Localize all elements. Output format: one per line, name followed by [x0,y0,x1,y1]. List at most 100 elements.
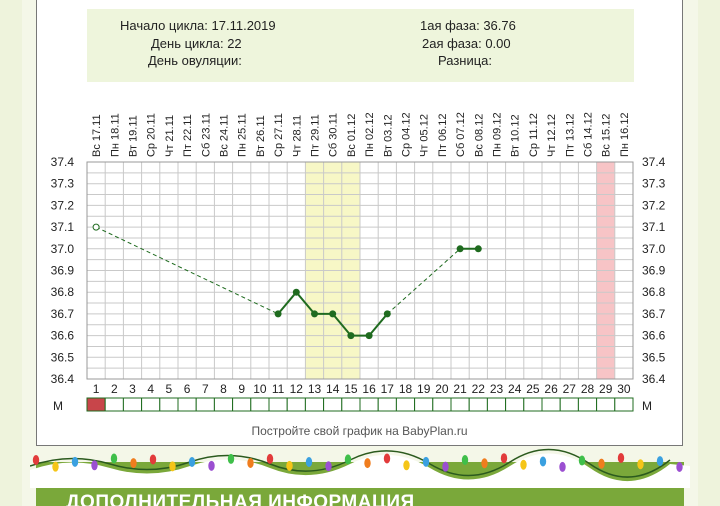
day-number-label: 30 [617,382,631,396]
y-tick-label-right: 37.2 [642,198,666,212]
date-label: Чт 12.12 [546,114,558,157]
garland-bulb [32,455,40,465]
y-tick-label-left: 37.4 [51,155,75,169]
garland-bulb [325,461,332,472]
garland-decoration [30,448,690,488]
plot-border [86,161,634,380]
y-tick-label-left: 37.1 [51,220,75,234]
garland-bulb [422,456,430,467]
garland-bulb [500,453,508,464]
y-tick-label-right: 37.4 [642,155,666,169]
date-label: Сб 14.12 [583,112,595,157]
menses-cell [232,397,252,412]
menses-cell [104,397,124,412]
menses-cell [286,397,306,412]
garland-bulb [539,456,547,467]
garland-bulb [520,459,527,470]
date-label: Вт 10.12 [510,114,522,157]
menses-cell [505,397,525,412]
snow-drift [30,453,690,488]
garland-bulb [442,461,449,472]
date-label: Вс 01.12 [346,114,358,157]
garland-bulb [598,458,605,469]
cycle-day-value: 22 [227,36,242,51]
date-label: Вс 08.12 [473,114,485,157]
day-number-label: 14 [326,382,340,396]
menses-cell [486,397,507,412]
day-number-label: 13 [308,382,322,396]
date-label: Чт 05.12 [419,114,431,157]
date-label: Пн 16.12 [619,112,631,157]
menses-cell [614,397,634,412]
temperature-point-excluded [92,223,100,231]
menses-cell [432,397,452,412]
temperature-point [383,310,391,318]
difference-label: Разница: [438,53,493,68]
phase1-label: 1ая фаза: [420,18,480,33]
day-number-label: 9 [238,382,245,396]
menses-cell [141,397,161,412]
y-tick-label-right: 36.7 [642,307,666,321]
date-label: Пн 18.11 [109,113,121,157]
date-label: Вс 15.12 [601,114,613,157]
menses-cell [122,397,143,412]
date-label: Чт 28.11 [291,115,303,157]
temperature-point [347,332,355,340]
y-tick-label-right: 36.9 [642,264,666,278]
menses-cell [577,397,598,412]
date-label: Пн 25.11 [237,113,249,157]
menses-cell [523,397,543,412]
y-tick-label-right: 36.8 [642,285,666,299]
menses-row-label-left: М [53,399,63,413]
date-label: Ср 27.11 [273,113,285,157]
date-label: Вт 19.11 [128,115,140,157]
y-tick-label-left: 36.4 [51,372,75,386]
y-tick-label-right: 37.1 [642,220,666,234]
day-number-label: 8 [220,382,227,396]
temperature-gap-line [95,226,279,315]
menses-cell [395,397,416,412]
menses-cell [468,397,488,412]
footer-link[interactable]: Постройте свой график на BabyPlan.ru [251,424,468,438]
day-number-label: 28 [581,382,595,396]
menses-cell [195,397,215,412]
temperature-point [329,310,337,318]
garland-bulb [656,456,664,467]
garland-bulb [364,458,371,469]
menses-cell [541,397,561,412]
garland-bulb [169,461,176,472]
date-label: Ср 04.12 [401,112,413,157]
menses-row-label-right: М [642,399,652,413]
date-label: Вт 26.11 [255,115,267,157]
menses-cell [450,397,470,412]
day-number-label: 12 [290,382,304,396]
garland-bulb [149,454,157,465]
garland-bulb [208,460,215,471]
y-tick-label-right: 37.0 [642,242,666,256]
banner-caption: ДОПОЛНИТЕЛЬНАЯ ИНФОРМАЦИЯ [66,492,415,506]
menses-cell [341,397,361,412]
garland-bulb [110,453,118,464]
day-number-label: 4 [147,382,154,396]
day-number-label: 5 [166,382,173,396]
garland-bulb [578,455,586,466]
menses-cell [268,397,288,412]
y-tick-label-left: 37.0 [51,242,75,256]
garland-bulb [403,460,410,471]
garland-bulb [344,454,352,465]
y-tick-label-left: 36.5 [51,350,75,364]
day-number-label: 25 [526,382,540,396]
menses-cell [359,397,379,412]
day-number-label: 26 [544,382,558,396]
garland-bulb [188,456,196,467]
y-tick-label-left: 37.3 [51,177,75,191]
y-tick-label-left: 36.8 [51,285,75,299]
date-label: Ср 20.11 [146,113,158,157]
garland-bulb [676,461,683,472]
day-number-label: 3 [129,382,136,396]
cycle-start: Начало цикла: 17.11.2019 [120,18,276,33]
date-label: Ср 11.12 [528,113,540,157]
menses-cell [159,397,179,412]
cycle-start-value: 17.11.2019 [211,18,276,33]
